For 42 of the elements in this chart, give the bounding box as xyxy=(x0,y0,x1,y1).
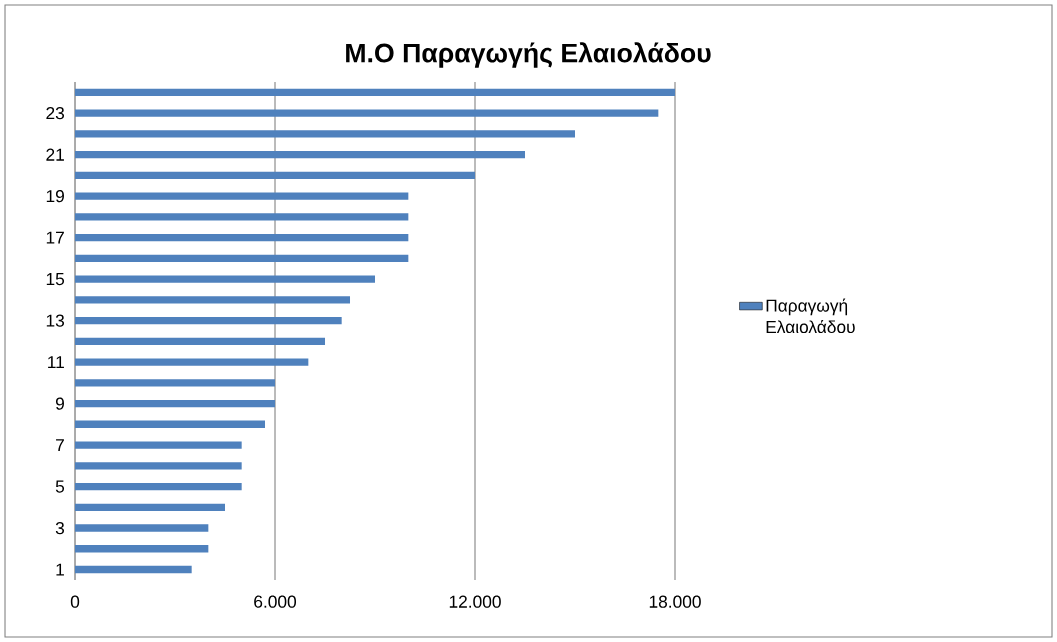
bar xyxy=(75,545,209,553)
bar xyxy=(75,503,226,512)
y-tick-label: 9 xyxy=(55,397,64,410)
y-tick-label: 21 xyxy=(46,148,64,161)
y-tick-label: 15 xyxy=(46,273,65,286)
y-tick-label: 1 xyxy=(56,563,64,576)
bar xyxy=(75,213,409,221)
bar xyxy=(75,171,475,180)
bar xyxy=(75,192,409,200)
x-tick-label: 6.000 xyxy=(254,595,297,608)
bar xyxy=(75,358,309,366)
bar xyxy=(75,441,242,449)
bar xyxy=(75,109,659,117)
x-tick-label: 18.000 xyxy=(649,595,701,608)
y-tick-label: 5 xyxy=(55,480,65,493)
y-tick-label: 3 xyxy=(55,521,65,535)
bar xyxy=(75,316,342,325)
bar xyxy=(75,337,326,346)
bar xyxy=(75,420,266,429)
bar xyxy=(75,150,526,159)
y-tick-label: 19 xyxy=(46,189,64,203)
bar xyxy=(75,399,276,408)
bar xyxy=(75,565,192,574)
bar xyxy=(75,379,276,387)
chart-title: Μ.Ο Παραγωγής Ελαιολάδου xyxy=(346,42,711,68)
bar xyxy=(75,482,242,491)
y-tick-label: 7 xyxy=(56,439,64,452)
y-tick-label: 11 xyxy=(48,356,64,369)
bar xyxy=(75,88,675,97)
y-tick-label: 13 xyxy=(46,314,65,327)
x-tick-label: 0 xyxy=(70,595,80,608)
y-tick-label: 23 xyxy=(46,106,65,120)
bar xyxy=(75,254,409,263)
bar xyxy=(75,524,209,532)
bar xyxy=(75,296,351,304)
bar xyxy=(75,130,576,138)
x-tick-label: 12.000 xyxy=(449,595,501,608)
bar xyxy=(75,462,242,470)
bar xyxy=(75,233,409,242)
y-tick-label: 17 xyxy=(46,231,64,244)
bar xyxy=(75,275,376,283)
legend-label: Παραγωγή Ελαιολάδου xyxy=(766,298,855,334)
